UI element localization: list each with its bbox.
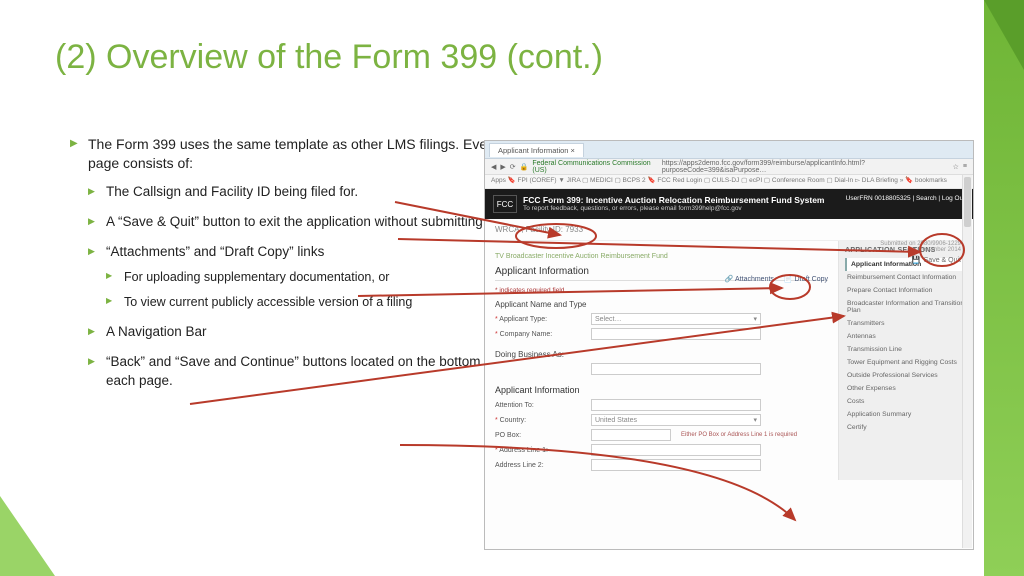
app-header-userlinks[interactable]: UserFRN 0018805325 | Search | Log Out [846, 195, 965, 202]
field-label: Country: [495, 417, 585, 424]
field-label: Attention To: [495, 402, 585, 409]
bullet-l3: To view current publicly accessible vers… [106, 294, 510, 311]
address-site-id: Federal Communications Commission (US) [532, 160, 657, 174]
menu-icon[interactable]: ≡ [963, 163, 967, 170]
select-value: Select… [595, 316, 621, 323]
select-value: United States [595, 417, 637, 424]
chevron-down-icon: ▾ [753, 315, 757, 323]
browser-bookmarks-bar[interactable]: Apps 🔖 FPI (COREF) ▼ JIRA ▢ MEDICI ▢ BCP… [485, 175, 973, 189]
bullet-l2: A Navigation Bar [88, 323, 510, 341]
sidebar-item[interactable]: Outside Professional Services [845, 369, 967, 382]
sidebar-item[interactable]: Certify [845, 421, 967, 434]
sidebar-item[interactable]: Application Summary [845, 408, 967, 421]
callsign-facility-line: WRCA , Facility ID: 7933 [485, 219, 973, 241]
decorative-left-triangle [0, 496, 55, 576]
bullet-text: “Attachments” and “Draft Copy” links [106, 244, 324, 259]
field-label: PO Box: [495, 432, 585, 439]
browser-tab[interactable]: Applicant Information × [489, 143, 584, 157]
section-heading: TV Broadcaster Incentive Auction Reimbur… [495, 253, 828, 260]
bullet-l2: A “Save & Quit” button to exit the appli… [88, 213, 510, 231]
browser-address-bar[interactable]: ◀ ▶ ⟳ 🔒 Federal Communications Commissio… [485, 159, 973, 175]
bullet-l2: “Attachments” and “Draft Copy” links For… [88, 243, 510, 311]
bullet-content: The Form 399 uses the same template as o… [70, 135, 510, 404]
sidebar-item[interactable]: Antennas [845, 330, 967, 343]
form399-screenshot: Applicant Information × ◀ ▶ ⟳ 🔒 Federal … [484, 140, 974, 550]
company-name-input[interactable] [591, 328, 761, 340]
bullet-l2: The Callsign and Facility ID being filed… [88, 183, 510, 201]
required-note: * indicates required field [495, 287, 828, 294]
browser-tabbar: Applicant Information × [485, 141, 973, 159]
submitted-date: Submitted on 2080/9906-1229 December 201… [880, 241, 961, 253]
field-hint: Either PO Box or Address Line 1 is requi… [681, 432, 797, 438]
save-quit-button[interactable]: Save & Quit [924, 257, 961, 264]
navigation-sidebar: APPLICATION SECTIONS Applicant Informati… [838, 241, 973, 480]
country-select[interactable]: United States ▾ [591, 414, 761, 426]
field-label: Address Line 1: [495, 447, 585, 454]
reload-icon[interactable]: ⟳ [510, 163, 516, 171]
subheading: Doing Business As: [495, 350, 828, 359]
address2-input[interactable] [591, 459, 761, 471]
field-label: Applicant Type: [495, 316, 585, 323]
address1-input[interactable] [591, 444, 761, 456]
bullet-l1: The Form 399 uses the same template as o… [70, 135, 510, 390]
sidebar-item[interactable]: Transmitters [845, 317, 967, 330]
sidebar-item[interactable]: Other Expenses [845, 382, 967, 395]
address-url: https://apps2demo.fcc.gov/form399/reimbu… [662, 160, 949, 174]
bullet-text: The Form 399 uses the same template as o… [88, 136, 499, 171]
bullet-l3: For uploading supplementary documentatio… [106, 269, 510, 286]
sidebar-item[interactable]: Prepare Contact Information [845, 284, 967, 297]
browser-scrollbar[interactable] [962, 175, 972, 548]
dba-input[interactable] [591, 363, 761, 375]
lock-icon: 🔒 [520, 163, 529, 171]
fcc-logo: FCC [493, 195, 517, 213]
draft-copy-link[interactable]: 📄 Draft Copy [784, 276, 828, 283]
sidebar-item[interactable]: Broadcaster Information and Transition P… [845, 297, 967, 317]
forward-icon[interactable]: ▶ [500, 163, 505, 171]
bullet-l2: “Back” and “Save and Continue” buttons l… [88, 353, 510, 389]
section-heading: Applicant Information [495, 385, 828, 395]
pobox-input[interactable] [591, 429, 671, 441]
sidebar-item[interactable]: Tower Equipment and Rigging Costs [845, 356, 967, 369]
field-label: Address Line 2: [495, 462, 585, 469]
sidebar-item[interactable]: Costs [845, 395, 967, 408]
chevron-down-icon: ▾ [753, 416, 757, 424]
back-icon[interactable]: ◀ [491, 163, 496, 171]
app-header-title: FCC Form 399: Incentive Auction Relocati… [523, 195, 825, 205]
sidebar-item[interactable]: Transmission Line [845, 343, 967, 356]
form-area: TV Broadcaster Incentive Auction Reimbur… [485, 241, 838, 480]
attention-input[interactable] [591, 399, 761, 411]
save-icon[interactable]: 💾 [912, 256, 921, 264]
app-header: FCC FCC Form 399: Incentive Auction Relo… [485, 189, 973, 219]
star-icon[interactable]: ☆ [953, 163, 959, 171]
field-label: Company Name: [495, 331, 585, 338]
attachments-link[interactable]: 🔗 Attachments [725, 276, 774, 283]
slide-title: (2) Overview of the Form 399 (cont.) [55, 38, 603, 77]
app-header-subtitle: To report feedback, questions, or errors… [523, 205, 825, 212]
subheading: Applicant Name and Type [495, 300, 828, 309]
sidebar-item[interactable]: Reimbursement Contact Information [845, 271, 967, 284]
applicant-type-select[interactable]: Select… ▾ [591, 313, 761, 325]
save-quit-block: Submitted on 2080/9906-1229 December 201… [880, 241, 961, 267]
decorative-right-bar [984, 0, 1024, 576]
scrollbar-thumb[interactable] [964, 177, 971, 227]
